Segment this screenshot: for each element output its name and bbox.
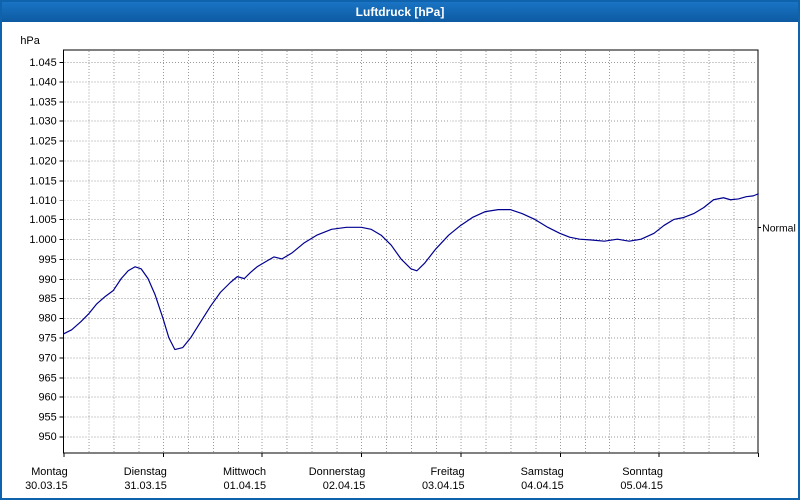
y-tick-label: 970: [38, 353, 56, 365]
y-tick-label: 1.035: [29, 97, 56, 109]
y-tick-label: 950: [38, 431, 56, 443]
x-date-label: 01.04.15: [224, 480, 267, 492]
y-tick-label: 1.040: [29, 77, 56, 89]
normal-annotation-label: Normal: [762, 223, 796, 234]
window-titlebar: Luftdruck [hPa]: [2, 2, 798, 22]
x-date-label: 31.03.15: [124, 480, 167, 492]
window-title: Luftdruck [hPa]: [355, 5, 445, 19]
y-tick-label: 1.000: [29, 234, 56, 246]
y-tick-label: 980: [38, 313, 56, 325]
gridlines: [64, 50, 758, 453]
y-tick-label: 995: [38, 254, 56, 266]
y-tick-label: 1.005: [29, 214, 56, 226]
x-date-label: 02.04.15: [323, 480, 366, 492]
x-weekday-label: Donnerstag: [309, 466, 366, 478]
x-date-label: 30.03.15: [25, 480, 68, 492]
x-weekday-label: Sonntag: [622, 466, 663, 478]
y-tick-label: 1.025: [29, 135, 56, 147]
y-tick-label: 1.020: [29, 155, 56, 167]
x-date-label: 03.04.15: [422, 480, 465, 492]
y-tick-label: 1.030: [29, 116, 56, 128]
chart-area: 1.045 1.040 1.035 1.030 1.025 1.020 1.015 1.010…: [2, 22, 798, 498]
y-axis-unit-label: hPa: [20, 35, 40, 47]
axis-labels: 1.045 1.040 1.035 1.030 1.025 1.020 1.015 1.010…: [20, 35, 795, 492]
pressure-chart: 1.045 1.040 1.035 1.030 1.025 1.020 1.015 1.010…: [20, 35, 795, 492]
y-tick-label: 1.010: [29, 195, 56, 207]
x-date-label: 05.04.15: [620, 480, 663, 492]
pressure-series-line: [63, 193, 759, 351]
y-tick-label: 985: [38, 293, 56, 305]
x-weekday-label: Mittwoch: [223, 466, 266, 478]
x-weekday-label: Montag: [31, 466, 67, 478]
x-weekday-label: Dienstag: [124, 466, 167, 478]
y-tick-label: 965: [38, 372, 56, 384]
x-weekday-label: Samstag: [521, 466, 564, 478]
x-weekday-label: Freitag: [430, 466, 464, 478]
axis-ticks: [59, 61, 762, 458]
y-tick-label: 1.015: [29, 175, 56, 187]
x-date-label: 04.04.15: [521, 480, 564, 492]
series-lines: [63, 193, 759, 351]
y-tick-label: 975: [38, 333, 56, 345]
y-tick-label: 990: [38, 274, 56, 286]
y-tick-label: 960: [38, 391, 56, 403]
y-tick-label: 955: [38, 411, 56, 423]
y-tick-label: 1.045: [29, 57, 56, 69]
